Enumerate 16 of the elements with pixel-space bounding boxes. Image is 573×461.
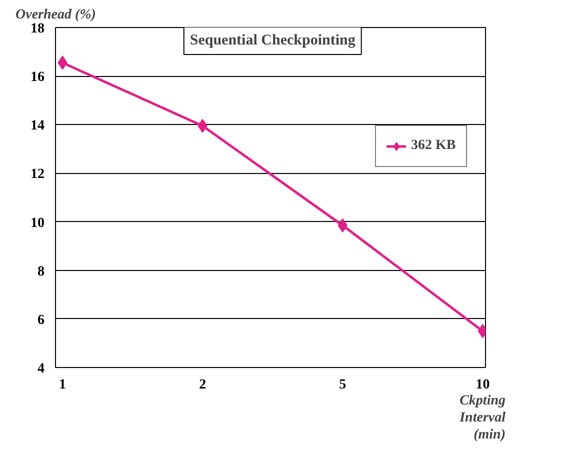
x-axis-title: Ckpting Interval (min) <box>458 394 506 442</box>
chart-title: Sequential Checkpointing <box>190 32 356 48</box>
y-tick-label: 18 <box>30 22 44 36</box>
y-tick-label: 6 <box>38 312 44 328</box>
x-tick-label: 1 <box>59 378 66 392</box>
x-tick-label: 10 <box>476 378 490 392</box>
y-tick-label: 8 <box>38 264 44 280</box>
y-tick-label: 14 <box>30 118 44 134</box>
x-tick-label: 2 <box>199 378 206 392</box>
y-tick-label: 16 <box>30 70 44 86</box>
y-tick-label: 4 <box>38 362 44 376</box>
x-tick-label: 5 <box>339 378 346 392</box>
y-axis-title: Overhead (%) <box>16 8 96 22</box>
y-tick-label: 12 <box>30 167 44 182</box>
legend-label: 362 KB <box>411 138 456 154</box>
y-tick-label: 10 <box>30 216 44 231</box>
